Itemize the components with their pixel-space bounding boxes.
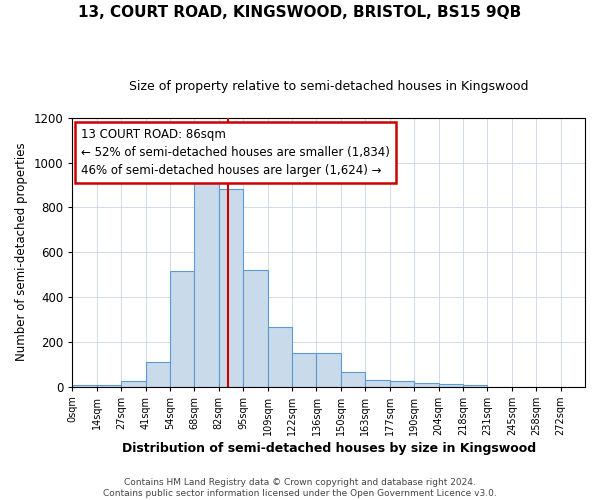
Bar [316,353,341,386]
Title: Size of property relative to semi-detached houses in Kingswood: Size of property relative to semi-detach… [129,80,529,93]
Bar [268,327,292,386]
Y-axis label: Number of semi-detached properties: Number of semi-detached properties [15,143,28,362]
Text: Contains HM Land Registry data © Crown copyright and database right 2024.
Contai: Contains HM Land Registry data © Crown c… [103,478,497,498]
Bar [219,190,243,386]
Bar [365,380,389,386]
Bar [292,353,316,386]
Bar [414,383,439,386]
Text: 13 COURT ROAD: 86sqm
← 52% of semi-detached houses are smaller (1,834)
46% of se: 13 COURT ROAD: 86sqm ← 52% of semi-detac… [82,128,390,177]
Bar [243,270,268,386]
Text: 13, COURT ROAD, KINGSWOOD, BRISTOL, BS15 9QB: 13, COURT ROAD, KINGSWOOD, BRISTOL, BS15… [79,5,521,20]
Bar [439,384,463,386]
Bar [146,362,170,386]
Bar [341,372,365,386]
Bar [121,381,146,386]
Bar [389,381,414,386]
X-axis label: Distribution of semi-detached houses by size in Kingswood: Distribution of semi-detached houses by … [122,442,536,455]
Bar [170,271,194,386]
Bar [194,176,219,386]
